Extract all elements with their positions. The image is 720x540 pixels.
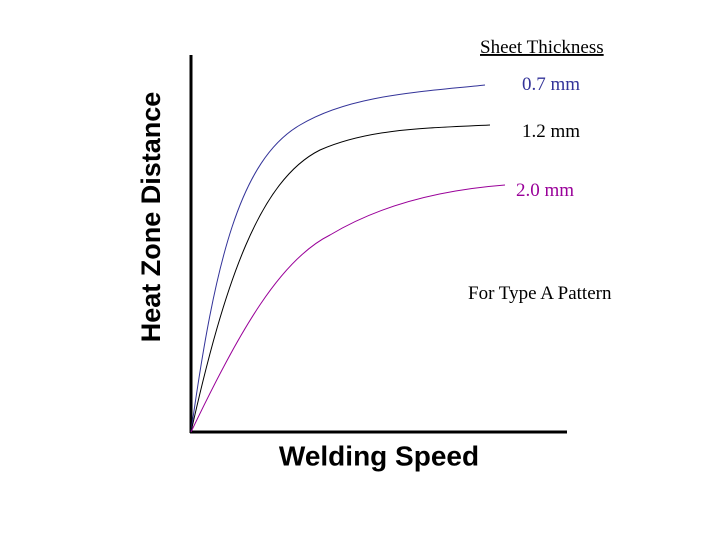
curve-0-7 (190, 84, 486, 433)
legend-entry: 1.2 mm (522, 121, 580, 142)
legend-entry: 2.0 mm (516, 180, 574, 201)
legend-title: Sheet Thickness (480, 37, 604, 58)
note: For Type A Pattern (468, 283, 612, 304)
curve-2-0 (190, 184, 506, 433)
y-axis-label: Heat Zone Distance (136, 92, 166, 343)
legend-entry: 0.7 mm (522, 74, 580, 95)
x-axis-label: Welding Speed (279, 440, 479, 471)
curve-1-2 (190, 124, 491, 433)
